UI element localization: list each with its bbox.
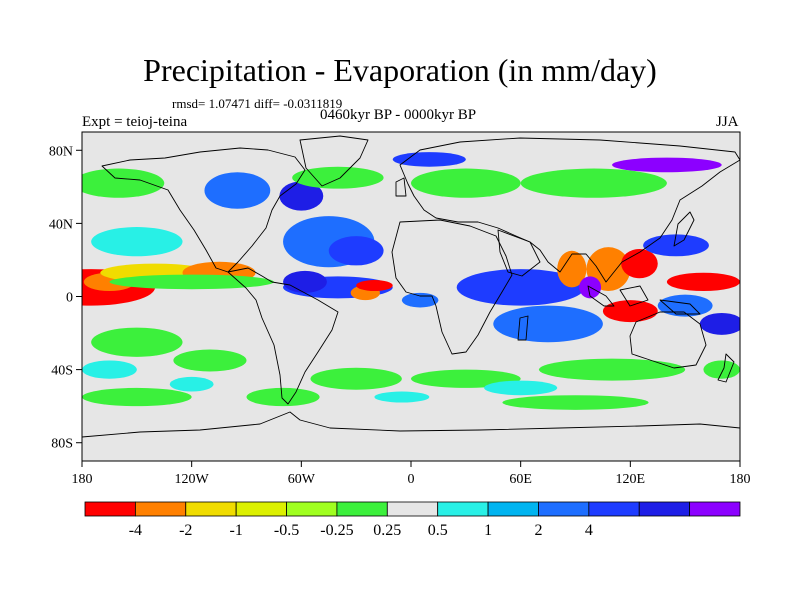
lat-tick-label: 40N <box>49 217 73 232</box>
season-label: JJA <box>716 114 739 130</box>
field-patch <box>612 157 722 173</box>
colorbar-label: -4 <box>129 522 142 539</box>
field-patch <box>173 349 247 372</box>
colorbar-swatch <box>185 501 237 517</box>
field-patch <box>392 152 466 167</box>
colorbar-swatch <box>689 501 741 517</box>
map-plot-area <box>82 132 740 461</box>
colorbar-label: 2 <box>534 522 542 539</box>
field-patch <box>538 358 686 381</box>
period-label: 0460kyr BP - 0000kyr BP <box>320 107 477 123</box>
lon-tick-label: 120W <box>175 472 210 487</box>
field-patch <box>109 274 274 290</box>
field-patch <box>310 367 402 390</box>
colorbar-swatch <box>336 501 388 517</box>
lat-tick-label: 40S <box>51 364 73 379</box>
coastline-south-america <box>227 267 339 405</box>
lat-tick-label: 0 <box>66 291 73 306</box>
field-patch <box>557 250 587 288</box>
field-patch <box>666 272 740 292</box>
coastline-arabia <box>497 229 541 277</box>
field-patch <box>493 305 603 343</box>
colorbar-label: -1 <box>229 522 242 539</box>
field-patch <box>91 227 183 257</box>
colorbar-label: -0.5 <box>274 522 299 539</box>
lat-tick-label: 80S <box>51 437 73 452</box>
pe-anomaly-field <box>82 152 740 410</box>
rmsd-diff-stats: rmsd= 1.07471 diff= -0.0311819 <box>172 96 343 111</box>
coastline-eurasia <box>399 137 740 283</box>
coastline-new-zealand <box>717 353 735 383</box>
colorbar-swatch <box>487 501 539 517</box>
colorbar-swatch <box>386 501 439 517</box>
field-patch <box>283 270 327 293</box>
lon-tick-label: 120E <box>616 472 646 487</box>
colorbar-label: 0.25 <box>373 522 401 539</box>
field-patch <box>82 360 137 379</box>
coastline-north-america <box>101 147 306 273</box>
field-patch <box>456 269 585 306</box>
coastline-madagascar <box>517 315 529 341</box>
colorbar-swatch <box>84 501 136 517</box>
colorbar-swatch <box>538 501 590 517</box>
field-patch <box>292 166 384 189</box>
lon-tick-label: 60E <box>509 472 532 487</box>
field-patch <box>246 387 320 407</box>
lat-tick-label: 80N <box>49 144 73 159</box>
field-patch <box>699 312 740 335</box>
colorbar-swatch <box>588 501 640 517</box>
colorbar-label: 4 <box>585 522 593 539</box>
colorbar-label: 0.5 <box>428 522 448 539</box>
field-patch <box>328 236 384 266</box>
coastline-uk <box>395 177 407 197</box>
field-patch <box>82 387 192 407</box>
field-patch <box>411 168 521 198</box>
experiment-label: Expt = teioj-teina <box>82 114 188 130</box>
coastline-sumatra <box>587 285 615 307</box>
colorbar-label: -0.25 <box>320 522 353 539</box>
field-patch <box>643 234 709 257</box>
coastline-africa <box>391 219 513 355</box>
colorbar: -4 -2 -1 -0.5 -0.25 0.25 0.5 1 2 4 <box>84 501 741 539</box>
coastline-new-guinea <box>659 299 701 315</box>
colorbar-swatch <box>134 501 187 517</box>
axis-ticks: 80N 40N 0 40S 80S 180 120W 60W 0 60E 120E 180 <box>49 144 751 487</box>
colorbar-swatch <box>638 501 691 517</box>
field-patch <box>91 327 183 357</box>
field-patch <box>374 391 430 403</box>
plot-title: Precipitation - Evaporation (in mm/day) <box>143 52 657 88</box>
field-patch <box>703 360 740 379</box>
field-patch <box>602 300 658 323</box>
coastline-australia <box>629 311 707 369</box>
lon-tick-label: 0 <box>408 472 415 487</box>
field-patch <box>401 292 439 308</box>
field-patch <box>82 168 165 198</box>
colorbar-swatch <box>286 501 338 517</box>
coastline-antarctica <box>82 411 740 438</box>
colorbar-label: 1 <box>484 522 492 539</box>
coastline-japan <box>673 211 695 247</box>
field-patch <box>520 168 667 198</box>
coastlines <box>82 135 740 438</box>
field-patch <box>657 294 713 317</box>
colorbar-label: -2 <box>179 522 192 539</box>
colorbar-swatch <box>235 501 287 517</box>
field-patch <box>169 376 214 392</box>
field-patch <box>204 172 271 209</box>
lon-tick-label: 180 <box>72 472 93 487</box>
field-patch <box>356 280 393 292</box>
coastline-greenland <box>299 135 369 187</box>
field-patch <box>621 248 658 279</box>
coastline-borneo <box>619 285 649 307</box>
lon-tick-label: 180 <box>730 472 751 487</box>
lon-tick-label: 60W <box>288 472 316 487</box>
field-patch <box>484 380 558 396</box>
field-patch <box>502 395 649 410</box>
colorbar-swatch <box>437 501 489 517</box>
